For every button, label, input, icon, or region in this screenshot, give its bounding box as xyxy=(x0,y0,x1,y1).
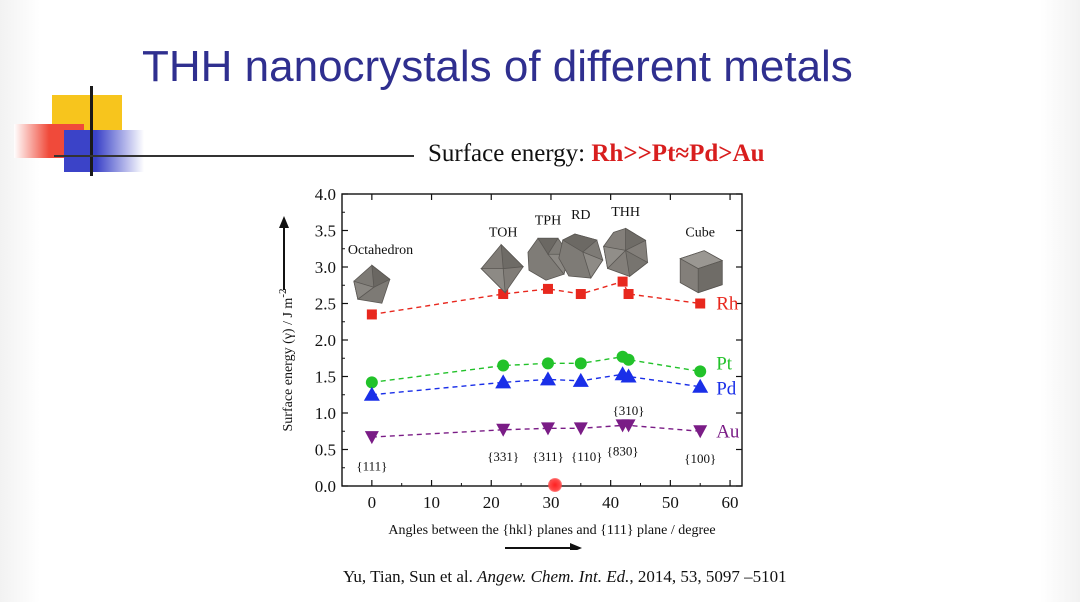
data-point-au xyxy=(693,425,708,439)
citation-journal: Angew. Chem. Int. Ed. xyxy=(477,567,630,586)
data-point-pd xyxy=(620,368,637,383)
data-point-au xyxy=(496,423,511,437)
decor-horizontal-line xyxy=(54,155,414,157)
y-axis-label-main: Surface energy (γ) / J m xyxy=(281,298,296,432)
data-point-au xyxy=(364,431,379,445)
plane-label: {111} xyxy=(356,458,387,473)
y-tick-label: 0.0 xyxy=(315,477,336,496)
citation-rest: , 2014, 53, 5097 –5101 xyxy=(629,567,787,586)
x-axis-arrowhead xyxy=(570,543,582,550)
plane-label: {331} xyxy=(487,449,519,464)
x-tick-label: 10 xyxy=(423,493,440,512)
x-tick-label: 30 xyxy=(542,493,559,512)
y-axis-label: Surface energy (γ) / J m-2 xyxy=(277,289,296,432)
x-tick-label: 60 xyxy=(722,493,739,512)
y-tick-label: 3.0 xyxy=(315,258,336,277)
shape-facet xyxy=(625,227,647,252)
y-tick-label: 0.5 xyxy=(315,441,336,460)
data-point-rh xyxy=(366,309,377,320)
data-point-rh xyxy=(617,276,628,287)
x-tick-label: 40 xyxy=(602,493,619,512)
shape-facet xyxy=(582,251,604,279)
data-point-pt xyxy=(365,376,378,389)
y-tick-label: 1.5 xyxy=(315,368,336,387)
surface-energy-chart: 0.0 0.5 1.0 1.5 2.0 2.5 3.0 3.5 4.0 0 10 20 30 40 50 60… xyxy=(277,185,743,550)
y-tick-label: 4.0 xyxy=(315,185,336,204)
shape-facet xyxy=(625,249,649,278)
series-label-pt: Pt xyxy=(716,353,733,374)
y-tick-label: 2.5 xyxy=(315,295,336,314)
series-label-rh: Rh xyxy=(716,294,739,315)
subtitle-highlight: Rh>>Pt≈Pd>Au xyxy=(591,140,765,167)
shape-facet xyxy=(603,245,627,270)
shape-label-rd: RD xyxy=(571,208,590,223)
series-line-pt xyxy=(371,356,701,384)
shape-icon-rd xyxy=(558,233,604,279)
shape-icon-thh xyxy=(603,227,649,278)
slide-title: THH nanocrystals of different metals xyxy=(142,42,853,91)
recording-cursor-dot xyxy=(548,478,562,492)
plane-label: {310} xyxy=(613,403,645,418)
shape-label-tph: TPH xyxy=(535,214,561,229)
shape-label-cube: Cube xyxy=(685,225,715,240)
series-label-pd: Pd xyxy=(716,379,737,400)
data-point-au xyxy=(621,419,636,433)
plane-label: {830} xyxy=(607,444,639,459)
y-axis-arrowhead xyxy=(279,216,289,228)
x-tick-label: 20 xyxy=(483,493,500,512)
shape-facet xyxy=(697,260,723,294)
plane-label: {100} xyxy=(684,451,716,466)
data-point-pt xyxy=(497,359,510,372)
slide-subtitle: Surface energy: Rh>>Pt≈Pd>Au xyxy=(428,140,765,168)
data-point-rh xyxy=(498,289,509,300)
y-tick-label: 2.0 xyxy=(315,331,336,350)
decor-blue-block xyxy=(64,130,144,172)
data-point-rh xyxy=(623,289,634,300)
subtitle-prefix: Surface energy: xyxy=(428,140,592,167)
data-point-rh xyxy=(695,298,706,309)
data-point-pd xyxy=(572,372,589,387)
plane-label: {110} xyxy=(571,449,603,464)
shape-icon-toh xyxy=(480,243,525,294)
plane-label: {311} xyxy=(532,449,564,464)
data-point-rh xyxy=(542,283,553,294)
y-tick-label: 3.5 xyxy=(315,222,336,241)
shape-facet xyxy=(500,243,525,270)
shape-icon-cube xyxy=(679,250,724,294)
shape-label-toh: TOH xyxy=(489,225,518,240)
data-point-pd xyxy=(363,386,380,401)
data-point-au xyxy=(540,422,555,436)
shape-facet xyxy=(527,237,570,281)
plot-frame xyxy=(341,193,743,487)
data-point-pd xyxy=(539,371,556,386)
x-tick-label: 0 xyxy=(368,493,377,512)
series-line-rh xyxy=(371,280,701,316)
shape-label-octahedron: Octahedron xyxy=(348,243,413,258)
series-label-au: Au xyxy=(716,421,740,442)
shape-facet xyxy=(480,268,506,294)
data-point-pt xyxy=(541,357,554,370)
data-point-pd xyxy=(692,378,709,393)
data-point-pt xyxy=(574,357,587,370)
x-axis-label: Angles between the {hkl} planes and {111… xyxy=(388,523,715,538)
shape-icon-octahedron xyxy=(353,264,391,304)
data-point-au xyxy=(573,422,588,436)
data-point-pt xyxy=(622,353,635,366)
shape-facet xyxy=(371,264,391,288)
data-point-rh xyxy=(575,289,586,300)
shape-facet xyxy=(537,237,559,255)
y-tick-label: 1.0 xyxy=(315,404,336,423)
y-axis-label-sup: -2 xyxy=(277,289,289,298)
citation-authors: Yu, Tian, Sun et al. xyxy=(343,567,478,586)
x-tick-label: 50 xyxy=(662,493,679,512)
citation: Yu, Tian, Sun et al. Angew. Chem. Int. E… xyxy=(343,567,787,587)
decor-vertical-line xyxy=(90,86,93,176)
shape-label-thh: THH xyxy=(611,205,640,220)
shape-facet xyxy=(353,280,375,300)
series-line-pd xyxy=(371,373,701,396)
data-point-pt xyxy=(694,365,707,378)
data-point-pd xyxy=(495,374,512,389)
series-line-au xyxy=(371,424,701,438)
